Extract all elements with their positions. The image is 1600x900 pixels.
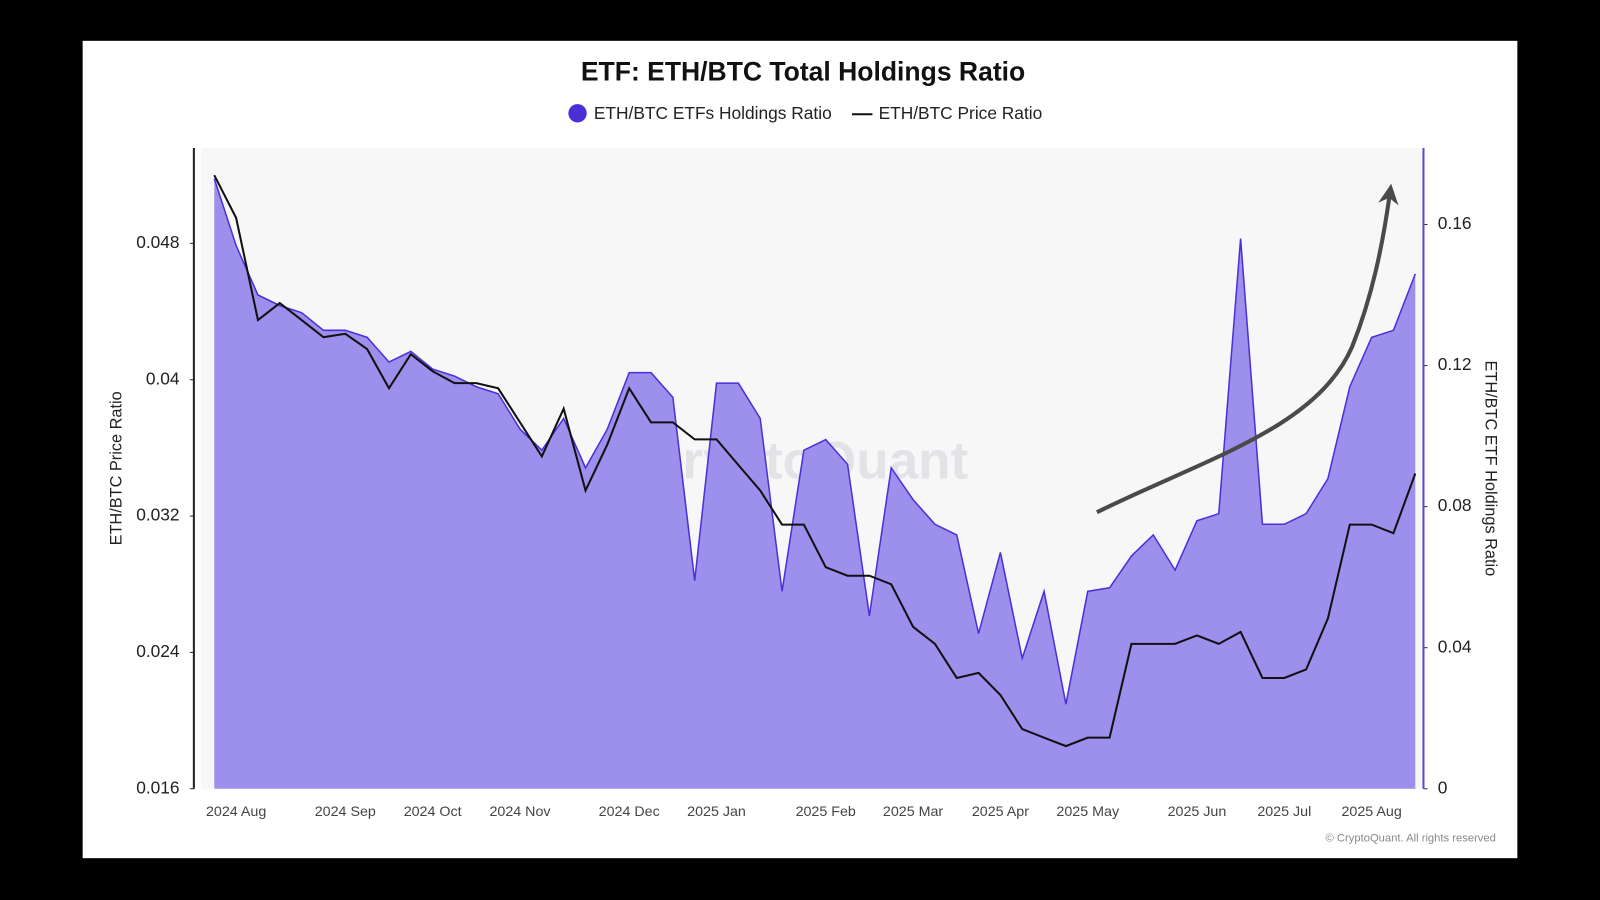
y2-tick-label: 0.16 bbox=[1438, 213, 1472, 233]
x-tick-label: 2025 Feb bbox=[796, 804, 856, 820]
line bbox=[213, 174, 1417, 748]
x-tick-label: 2025 Jul bbox=[1257, 804, 1311, 820]
legend-label: ETH/BTC ETFs Holdings Ratio bbox=[594, 103, 832, 123]
x-tick-label: 2025 Apr bbox=[972, 804, 1029, 820]
x-tick-label: 2025 Jan bbox=[687, 804, 746, 820]
x-tick-label: 2025 Mar bbox=[883, 804, 944, 820]
x-tick-label: 2024 Dec bbox=[599, 804, 660, 820]
y2-tick-label: 0 bbox=[1438, 777, 1448, 797]
x-tick-label: 2025 Jun bbox=[1168, 804, 1227, 820]
area bbox=[214, 178, 1416, 789]
y2-tick-label: 0.12 bbox=[1438, 354, 1472, 374]
x-tick-label: 2024 Aug bbox=[206, 804, 266, 820]
y2-tick-label: 0.04 bbox=[1438, 636, 1472, 656]
x-tick-label: 2024 Nov bbox=[489, 804, 551, 820]
y2-tick-label: 0.08 bbox=[1438, 495, 1472, 515]
x-tick-label: 2024 Oct bbox=[404, 804, 462, 820]
chart-title: ETF: ETH/BTC Total Holdings Ratio bbox=[581, 56, 1025, 86]
trend-arrow bbox=[1096, 183, 1399, 515]
y-tick-label: 0.048 bbox=[136, 232, 179, 252]
y-tick-label: 0.04 bbox=[146, 368, 180, 388]
x-tick-label: 2025 Aug bbox=[1341, 804, 1401, 820]
y2-axis-label: ETH/BTC ETF Holdings Ratio bbox=[1481, 360, 1499, 576]
legend-label: ETH/BTC Price Ratio bbox=[879, 103, 1043, 123]
y-tick-label: 0.016 bbox=[136, 777, 179, 797]
x-tick-label: 2024 Sep bbox=[315, 804, 376, 820]
legend-swatch bbox=[568, 104, 587, 123]
y-tick-label: 0.032 bbox=[136, 505, 179, 525]
area-edge bbox=[213, 178, 1417, 705]
footer: © CryptoQuant. All rights reserved bbox=[1326, 833, 1496, 845]
y-tick-label: 0.024 bbox=[136, 641, 180, 661]
x-tick-label: 2025 May bbox=[1056, 804, 1120, 820]
plot: 0.016 0.024 0.032 0.04 0.048 0 0.04 0.08 0.12 0.1… bbox=[136, 103, 1472, 820]
y-axis-label: ETH/BTC Price Ratio bbox=[108, 391, 126, 545]
